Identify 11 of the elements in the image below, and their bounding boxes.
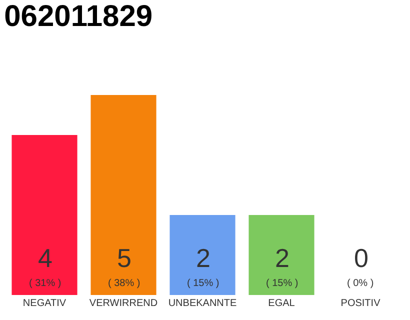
data-label: 4 ( 31% ) — [29, 243, 62, 289]
x-tick-label: UNBEKANNTE — [168, 298, 237, 309]
x-tick-label: VERWIRREND — [89, 298, 158, 309]
x-tick-label: POSITIV — [340, 298, 381, 309]
data-label: 0 ( 0% ) — [347, 243, 374, 289]
x-tick-label: NEGATIV — [22, 298, 66, 309]
x-tick-label: EGAL — [268, 298, 296, 309]
data-label: 2 ( 15% ) — [266, 243, 298, 289]
chart-title: 062011829 — [4, 0, 153, 33]
data-label: 2 ( 15% ) — [187, 243, 220, 289]
data-label: 5 ( 38% ) — [108, 243, 140, 289]
